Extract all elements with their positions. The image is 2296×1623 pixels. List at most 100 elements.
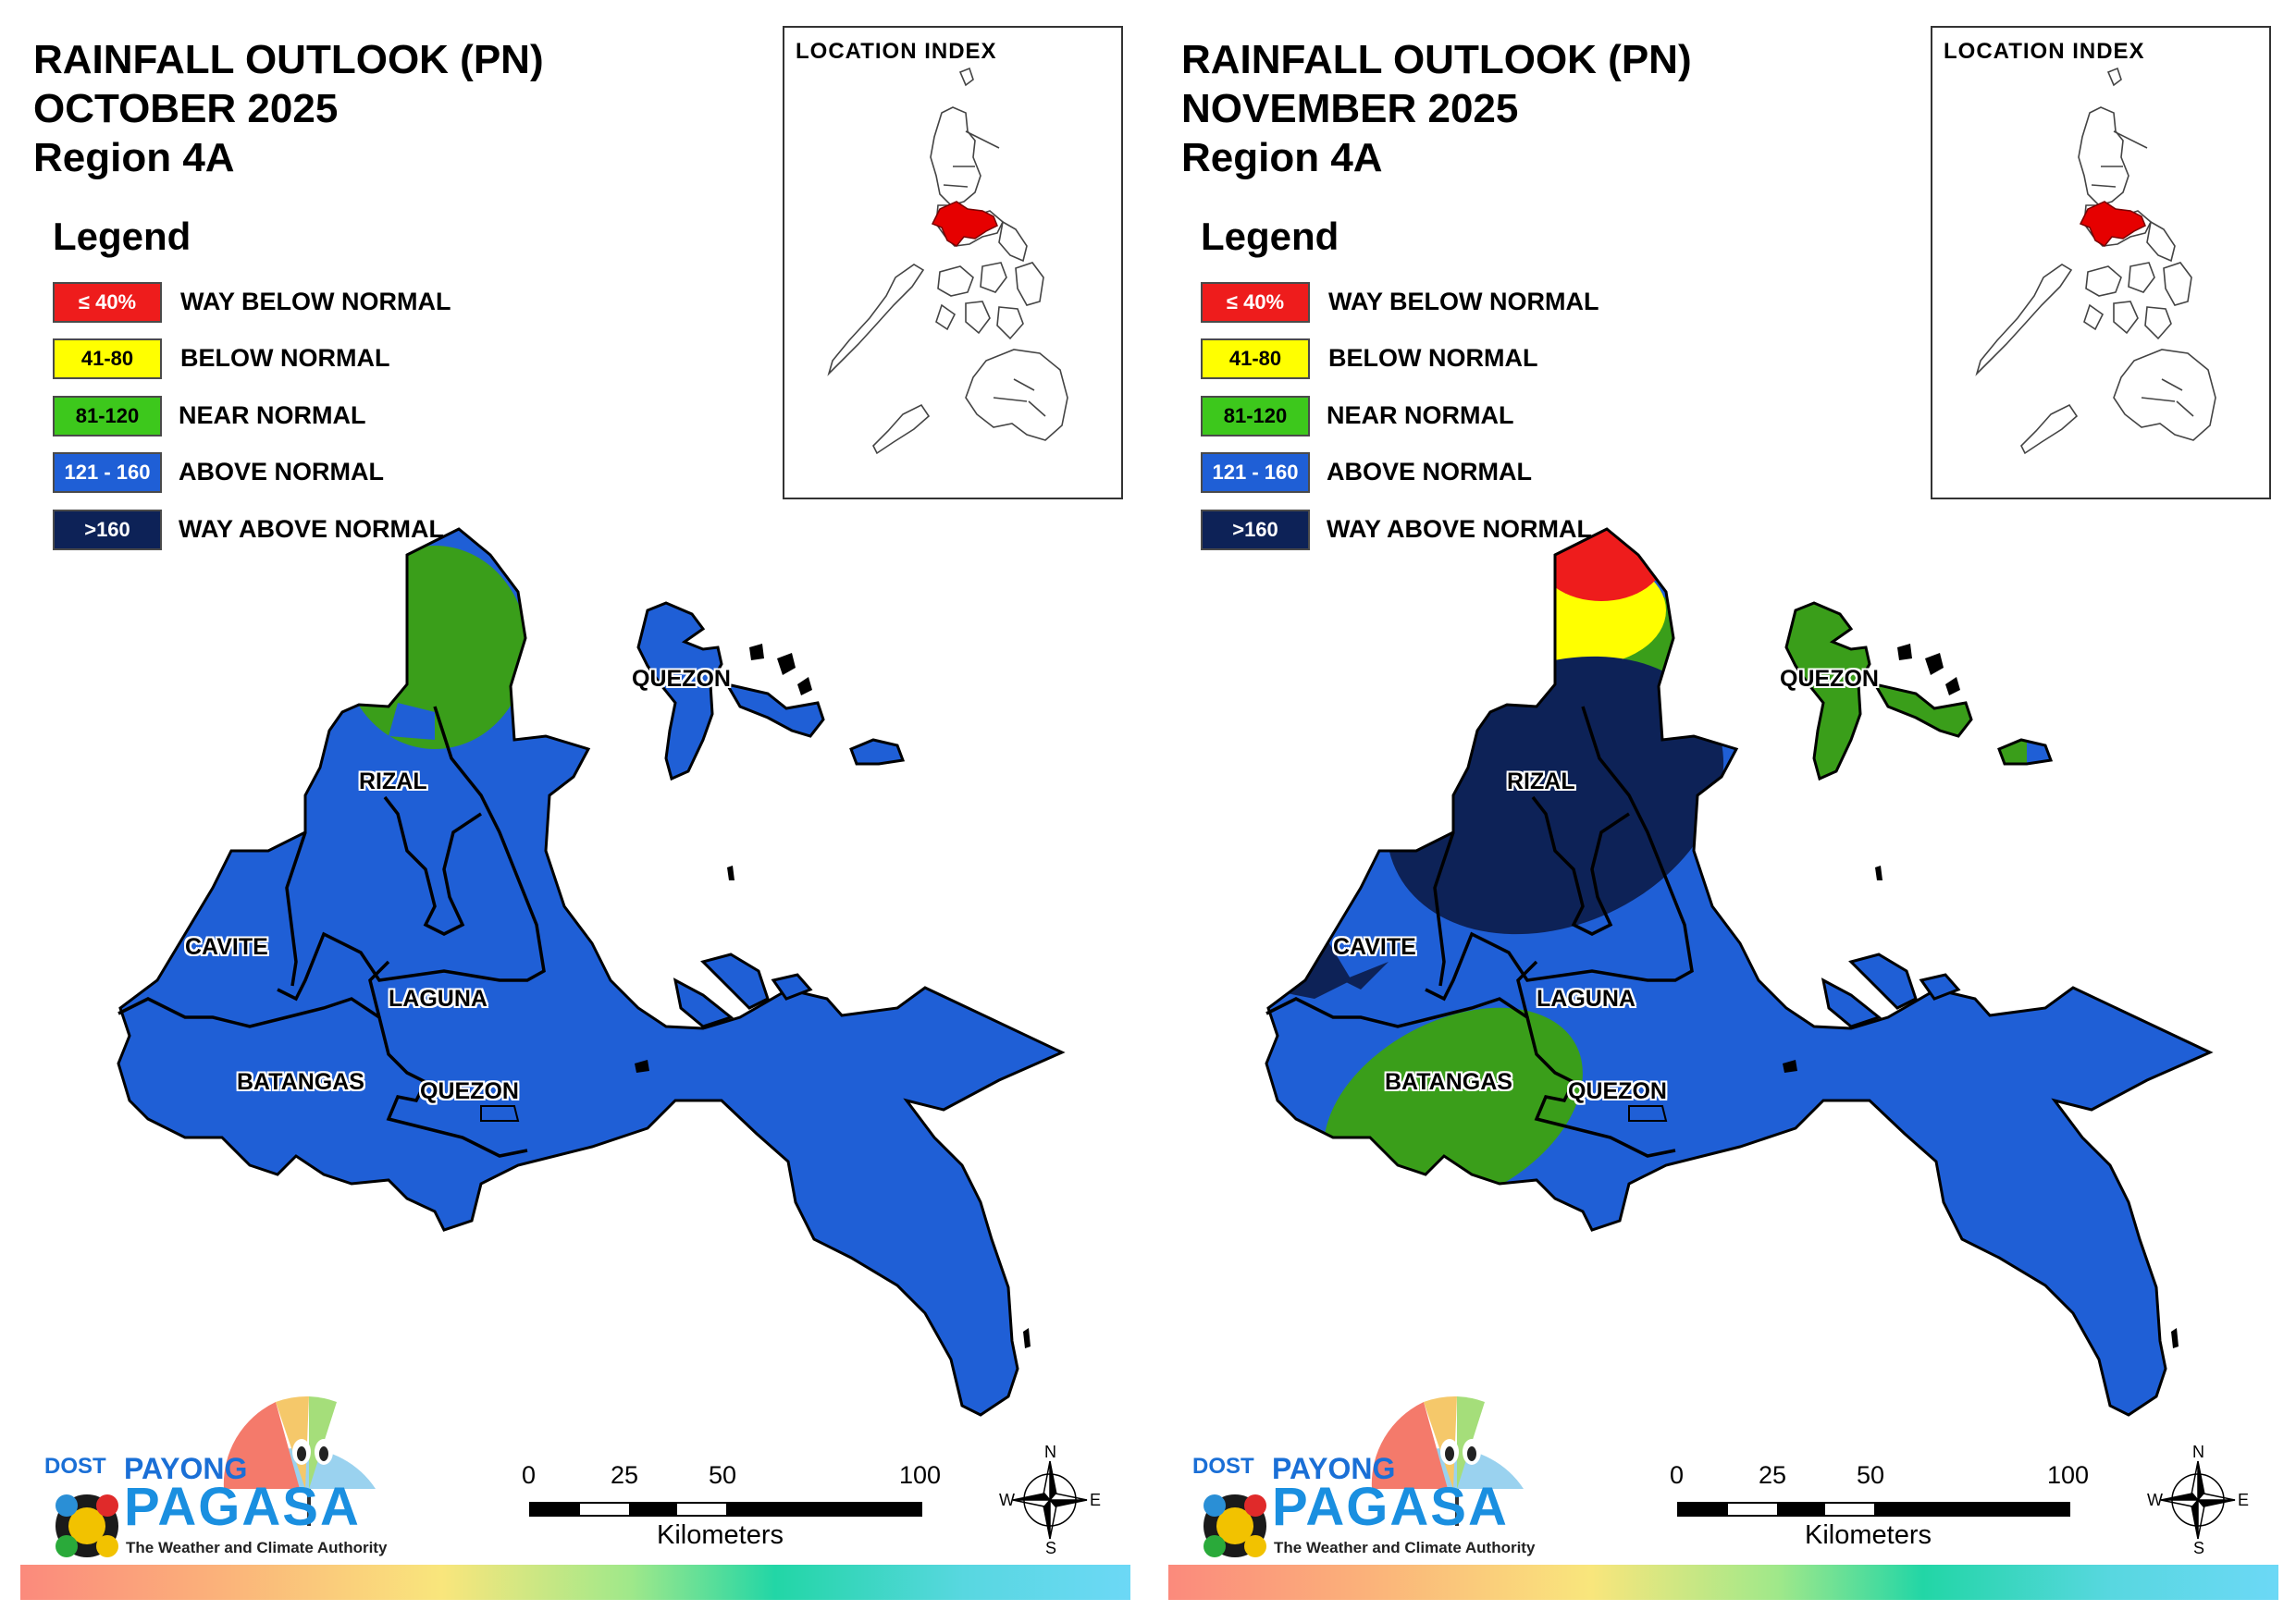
scale-unit: Kilometers	[1805, 1520, 1932, 1550]
title-line-3: Region 4A	[1181, 135, 1383, 180]
legend-item-way-above: >160 WAY ABOVE NORMAL	[1201, 510, 1626, 550]
scale-segments	[1677, 1502, 2070, 1517]
color-gradient-strip	[20, 1565, 1130, 1600]
legend-swatch: 81-120	[53, 396, 162, 436]
compass-w: W	[2147, 1491, 2163, 1509]
legend-label: WAY ABOVE NORMAL	[179, 515, 445, 543]
legend-title: Legend	[53, 215, 191, 258]
map-title: RAINFALL OUTLOOK (PN) NOVEMBER 2025 Regi…	[1181, 35, 1692, 182]
title-line-1: RAINFALL OUTLOOK (PN)	[33, 37, 544, 82]
philippines-inset-map	[1975, 67, 2216, 455]
tagline-text: The Weather and Climate Authority	[1274, 1539, 1536, 1556]
november-panel: RAINFALL OUTLOOK (PN) NOVEMBER 2025 Regi…	[1148, 0, 2296, 1623]
compass-s: S	[2193, 1539, 2205, 1557]
rainfall-map	[1265, 527, 2212, 1417]
legend-label: WAY ABOVE NORMAL	[1327, 515, 1593, 543]
legend-item-way-below: ≤ 40% WAY BELOW NORMAL	[53, 282, 478, 323]
payong-pagasa-logo: DOST PAYONG PAGASA The Weather and Clima…	[31, 1387, 392, 1563]
legend-swatch: >160	[1201, 510, 1310, 550]
scale-bar: 0 25 50 100 Kilometers	[1666, 1461, 2092, 1554]
scale-unit: Kilometers	[657, 1520, 784, 1550]
legend-label: BELOW NORMAL	[180, 344, 390, 372]
label-quezon-north: QUEZON	[1780, 666, 1879, 692]
legend-label: NEAR NORMAL	[1327, 401, 1514, 429]
legend-swatch: 121 - 160	[53, 452, 162, 493]
scale-tick: 50	[709, 1461, 737, 1489]
legend-label: WAY BELOW NORMAL	[180, 288, 451, 315]
main-landmass	[1266, 529, 2210, 1415]
legend-label: ABOVE NORMAL	[179, 458, 384, 486]
compass-rose-icon	[2160, 1460, 2236, 1540]
umbrella-icon	[1204, 1396, 1524, 1557]
compass-n: N	[2192, 1443, 2204, 1461]
umbrella-icon	[56, 1396, 376, 1557]
label-laguna: LAGUNA	[1537, 986, 1636, 1012]
title-line-3: Region 4A	[33, 135, 235, 180]
legend-swatch: ≤ 40%	[53, 282, 162, 323]
compass-rose-icon	[1012, 1460, 1088, 1540]
north-arrow: N S E W	[2147, 1443, 2249, 1557]
title-line-2: NOVEMBER 2025	[1181, 86, 1519, 131]
october-panel: RAINFALL OUTLOOK (PN) OCTOBER 2025 Regio…	[20, 26, 1130, 1600]
location-index-inset: LOCATION INDEX	[783, 26, 1123, 499]
legend-label: NEAR NORMAL	[179, 401, 366, 429]
legend-swatch: 41-80	[53, 338, 162, 379]
label-batangas: BATANGAS	[1385, 1069, 1512, 1095]
color-gradient-strip	[1168, 1565, 2278, 1600]
label-cavite: CAVITE	[185, 934, 268, 960]
legend-swatch: ≤ 40%	[1201, 282, 1310, 323]
legend-item-above: 121 - 160 ABOVE NORMAL	[1201, 452, 1626, 493]
province-boundaries	[1265, 706, 1694, 1158]
compass-e: E	[1090, 1491, 1102, 1509]
scale-tick: 25	[1759, 1461, 1787, 1489]
legend-item-below: 41-80 BELOW NORMAL	[1201, 338, 1626, 379]
scale-tick: 0	[1670, 1461, 1685, 1489]
legend-item-way-above: >160 WAY ABOVE NORMAL	[53, 510, 478, 550]
legend-title: Legend	[1201, 215, 1339, 258]
legend-item-near: 81-120 NEAR NORMAL	[1201, 396, 1626, 436]
philippines-inset-map	[827, 67, 1068, 455]
legend-item-way-below: ≤ 40% WAY BELOW NORMAL	[1201, 282, 1626, 323]
payong-text: PAYONG	[1272, 1452, 1396, 1485]
scale-tick: 25	[611, 1461, 639, 1489]
legend-swatch: 41-80	[1201, 338, 1310, 379]
north-arrow: N S E W	[999, 1443, 1101, 1557]
scale-tick: 50	[1857, 1461, 1885, 1489]
compass-e: E	[2238, 1491, 2250, 1509]
tagline-text: The Weather and Climate Authority	[126, 1539, 388, 1556]
location-index-inset: LOCATION INDEX	[1931, 26, 2271, 499]
legend-item-below: 41-80 BELOW NORMAL	[53, 338, 478, 379]
legend-swatch: 121 - 160	[1201, 452, 1310, 493]
label-laguna: LAGUNA	[389, 986, 488, 1012]
dost-text: DOST	[44, 1454, 106, 1479]
compass-w: W	[999, 1491, 1015, 1509]
legend-swatch: 81-120	[1201, 396, 1310, 436]
scale-segments	[529, 1502, 922, 1517]
inset-title: LOCATION INDEX	[796, 39, 997, 64]
scale-tick: 100	[899, 1461, 942, 1489]
legend-label: BELOW NORMAL	[1328, 344, 1538, 372]
payong-text: PAYONG	[124, 1452, 248, 1485]
label-cavite: CAVITE	[1333, 934, 1416, 960]
compass-s: S	[1045, 1539, 1057, 1557]
scale-tick: 100	[2047, 1461, 2090, 1489]
legend-label: ABOVE NORMAL	[1327, 458, 1532, 486]
scale-bar: 0 25 50 100 Kilometers	[518, 1461, 944, 1554]
payong-pagasa-logo: DOST PAYONG PAGASA The Weather and Clima…	[1179, 1387, 1540, 1563]
title-line-1: RAINFALL OUTLOOK (PN)	[1181, 37, 1692, 82]
inset-title: LOCATION INDEX	[1944, 39, 2145, 64]
label-quezon-south: QUEZON	[420, 1078, 519, 1104]
label-quezon-south: QUEZON	[1568, 1078, 1667, 1104]
pagasa-text: PAGASA	[1272, 1477, 1509, 1537]
legend-swatch: >160	[53, 510, 162, 550]
title-line-2: OCTOBER 2025	[33, 86, 339, 131]
map-title: RAINFALL OUTLOOK (PN) OCTOBER 2025 Regio…	[33, 35, 544, 182]
rainfall-map	[117, 527, 1064, 1417]
scale-tick: 0	[522, 1461, 537, 1489]
region-4a-highlight	[931, 201, 998, 247]
label-rizal: RIZAL	[359, 768, 427, 794]
label-quezon-north: QUEZON	[632, 666, 731, 692]
label-rizal: RIZAL	[1507, 768, 1575, 794]
pagasa-text: PAGASA	[124, 1477, 361, 1537]
main-landmass	[118, 529, 1062, 1415]
